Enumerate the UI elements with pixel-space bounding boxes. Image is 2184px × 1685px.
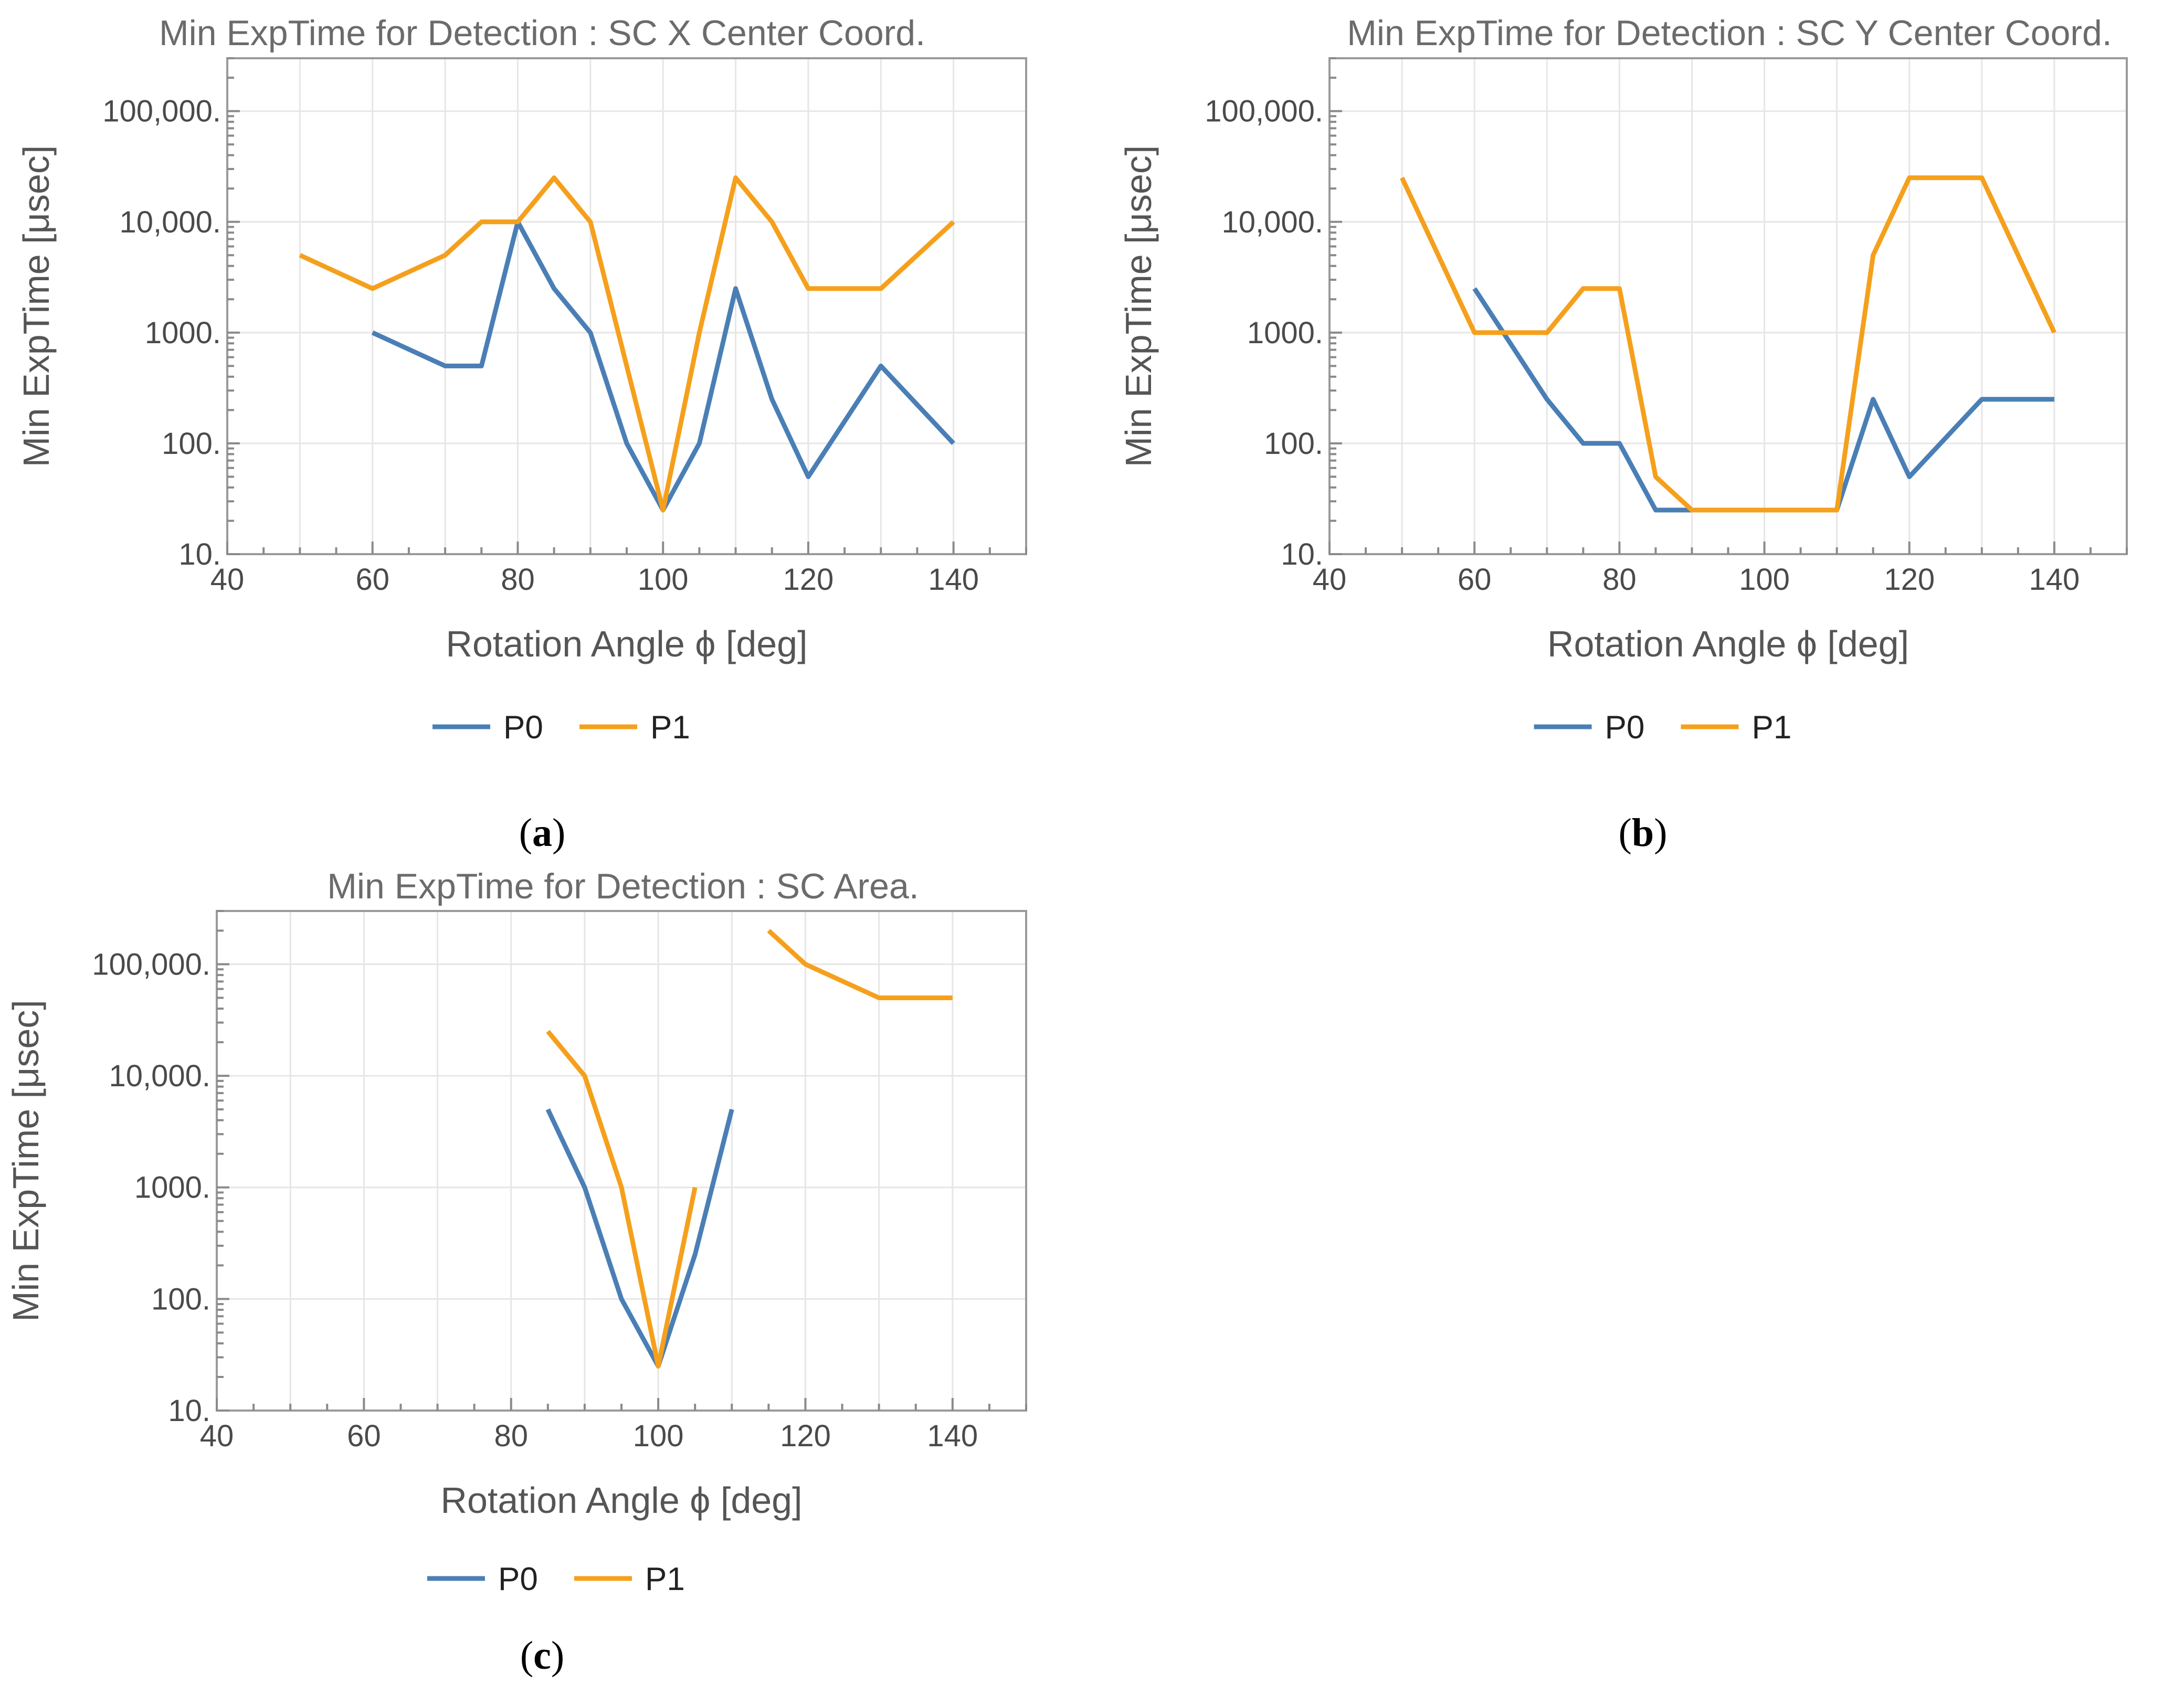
legend-label-p0: P0 — [1605, 709, 1645, 746]
x-tick-label: 100 — [638, 563, 689, 597]
chart-title: Min ExpTime for Detection : SC Y Center … — [1347, 13, 2112, 53]
legend-label-p0: P0 — [503, 709, 543, 746]
x-tick-label: 60 — [355, 563, 389, 597]
y-tick-label: 10,000. — [119, 205, 221, 239]
series-line-p1 — [767, 929, 953, 1000]
y-tick-label: 10,000. — [1221, 205, 1323, 239]
legend-label-p1: P1 — [650, 709, 690, 746]
y-tick-label: 10. — [168, 1394, 210, 1428]
x-tick-label: 40 — [200, 1419, 234, 1453]
legend: P0 P1 — [1534, 709, 1792, 746]
series-line-p1 — [1400, 175, 2056, 513]
y-tick-label: 1000. — [134, 1171, 210, 1205]
chart-b: Min ExpTime for Detection : SC Y Center … — [1118, 13, 2128, 855]
y-tick-label: 100,000. — [102, 94, 221, 129]
chart-title: Min ExpTime for Detection : SC Area. — [327, 866, 919, 906]
subfigure-caption: (a) — [519, 811, 566, 855]
x-tick-label: 100 — [1739, 563, 1790, 597]
x-tick-label: 100 — [633, 1419, 684, 1453]
y-axis-label: Min ExpTime [μsec] — [1118, 145, 1159, 467]
chart-c: Min ExpTime for Detection : SC Area. 40 60… — [5, 866, 1027, 1678]
legend: P0 P1 — [432, 709, 690, 746]
x-tick-label: 120 — [1884, 563, 1935, 597]
x-tick-label: 60 — [347, 1419, 381, 1453]
subfigure-caption: (b) — [1619, 811, 1668, 855]
y-tick-label: 100. — [151, 1282, 210, 1316]
x-tick-label: 80 — [501, 563, 535, 597]
series-line-p0 — [545, 1108, 734, 1369]
chart-a: Min ExpTime for Detection : SC X Center … — [16, 13, 1027, 855]
x-tick-label: 140 — [927, 1419, 978, 1453]
y-tick-label: 10. — [1281, 537, 1323, 571]
x-axis-label: Rotation Angle ϕ [deg] — [446, 623, 807, 664]
x-tick-label: 80 — [494, 1419, 528, 1453]
series-line-p1 — [299, 175, 955, 513]
y-tick-label: 1000. — [145, 316, 221, 350]
y-tick-label: 100. — [162, 427, 221, 461]
x-tick-label: 60 — [1458, 563, 1492, 597]
x-axis-label: Rotation Angle ϕ [deg] — [440, 1480, 802, 1521]
y-axis-label: Min ExpTime [μsec] — [5, 1000, 46, 1321]
legend: P0 P1 — [427, 1561, 685, 1597]
plot-frame — [226, 57, 1027, 555]
x-tick-label: 140 — [928, 563, 979, 597]
x-tick-label: 80 — [1602, 563, 1637, 597]
y-tick-label: 100,000. — [1205, 94, 1323, 129]
x-tick-label: 40 — [1313, 563, 1347, 597]
y-tick-label: 100,000. — [92, 947, 210, 981]
y-tick-label: 10,000. — [109, 1059, 210, 1093]
subfigure-caption: (c) — [520, 1634, 564, 1678]
x-tick-label: 40 — [210, 563, 245, 597]
plot-frame — [1328, 57, 2128, 555]
y-tick-label: 100. — [1264, 427, 1323, 461]
x-tick-label: 140 — [2029, 563, 2080, 597]
series-line-p0 — [371, 219, 955, 513]
y-tick-label: 1000. — [1247, 316, 1323, 350]
x-tick-label: 120 — [783, 563, 834, 597]
y-tick-label: 10. — [178, 537, 221, 571]
x-axis-label: Rotation Angle ϕ [deg] — [1547, 623, 1909, 664]
series-line-p1 — [546, 1030, 698, 1369]
x-tick-label: 120 — [780, 1419, 831, 1453]
chart-title: Min ExpTime for Detection : SC X Center … — [159, 13, 925, 53]
legend-label-p1: P1 — [645, 1561, 685, 1597]
plot-frame — [216, 910, 1027, 1412]
legend-label-p0: P0 — [498, 1561, 538, 1597]
y-axis-label: Min ExpTime [μsec] — [16, 145, 57, 467]
legend-label-p1: P1 — [1752, 709, 1792, 746]
